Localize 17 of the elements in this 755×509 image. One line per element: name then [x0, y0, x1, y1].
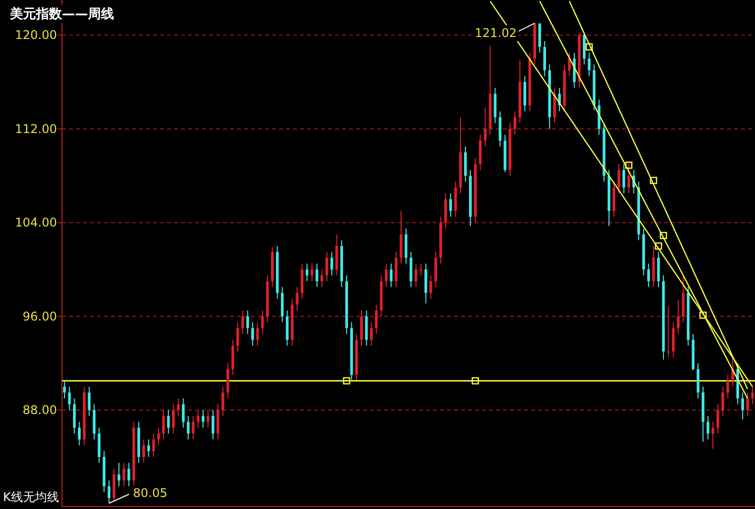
annotation: 80.05: [133, 486, 168, 500]
point: [586, 43, 593, 50]
point: [654, 242, 662, 250]
point: [625, 162, 632, 169]
point: [699, 312, 707, 319]
text: 美元指数——周线: [9, 6, 114, 22]
y-tick-label: 120.00: [15, 28, 57, 42]
y-tick-label: 96.00: [22, 309, 57, 324]
text: K线无均线: [3, 490, 59, 504]
point: [343, 377, 350, 384]
y-tick-label: 104.00: [15, 216, 57, 230]
point: [660, 232, 668, 240]
y-tick-label: 88.00: [22, 403, 57, 418]
annotation: 121.02: [474, 26, 517, 40]
point: [650, 176, 658, 184]
y-tick-label: 112.00: [15, 122, 57, 136]
point: [472, 377, 479, 384]
